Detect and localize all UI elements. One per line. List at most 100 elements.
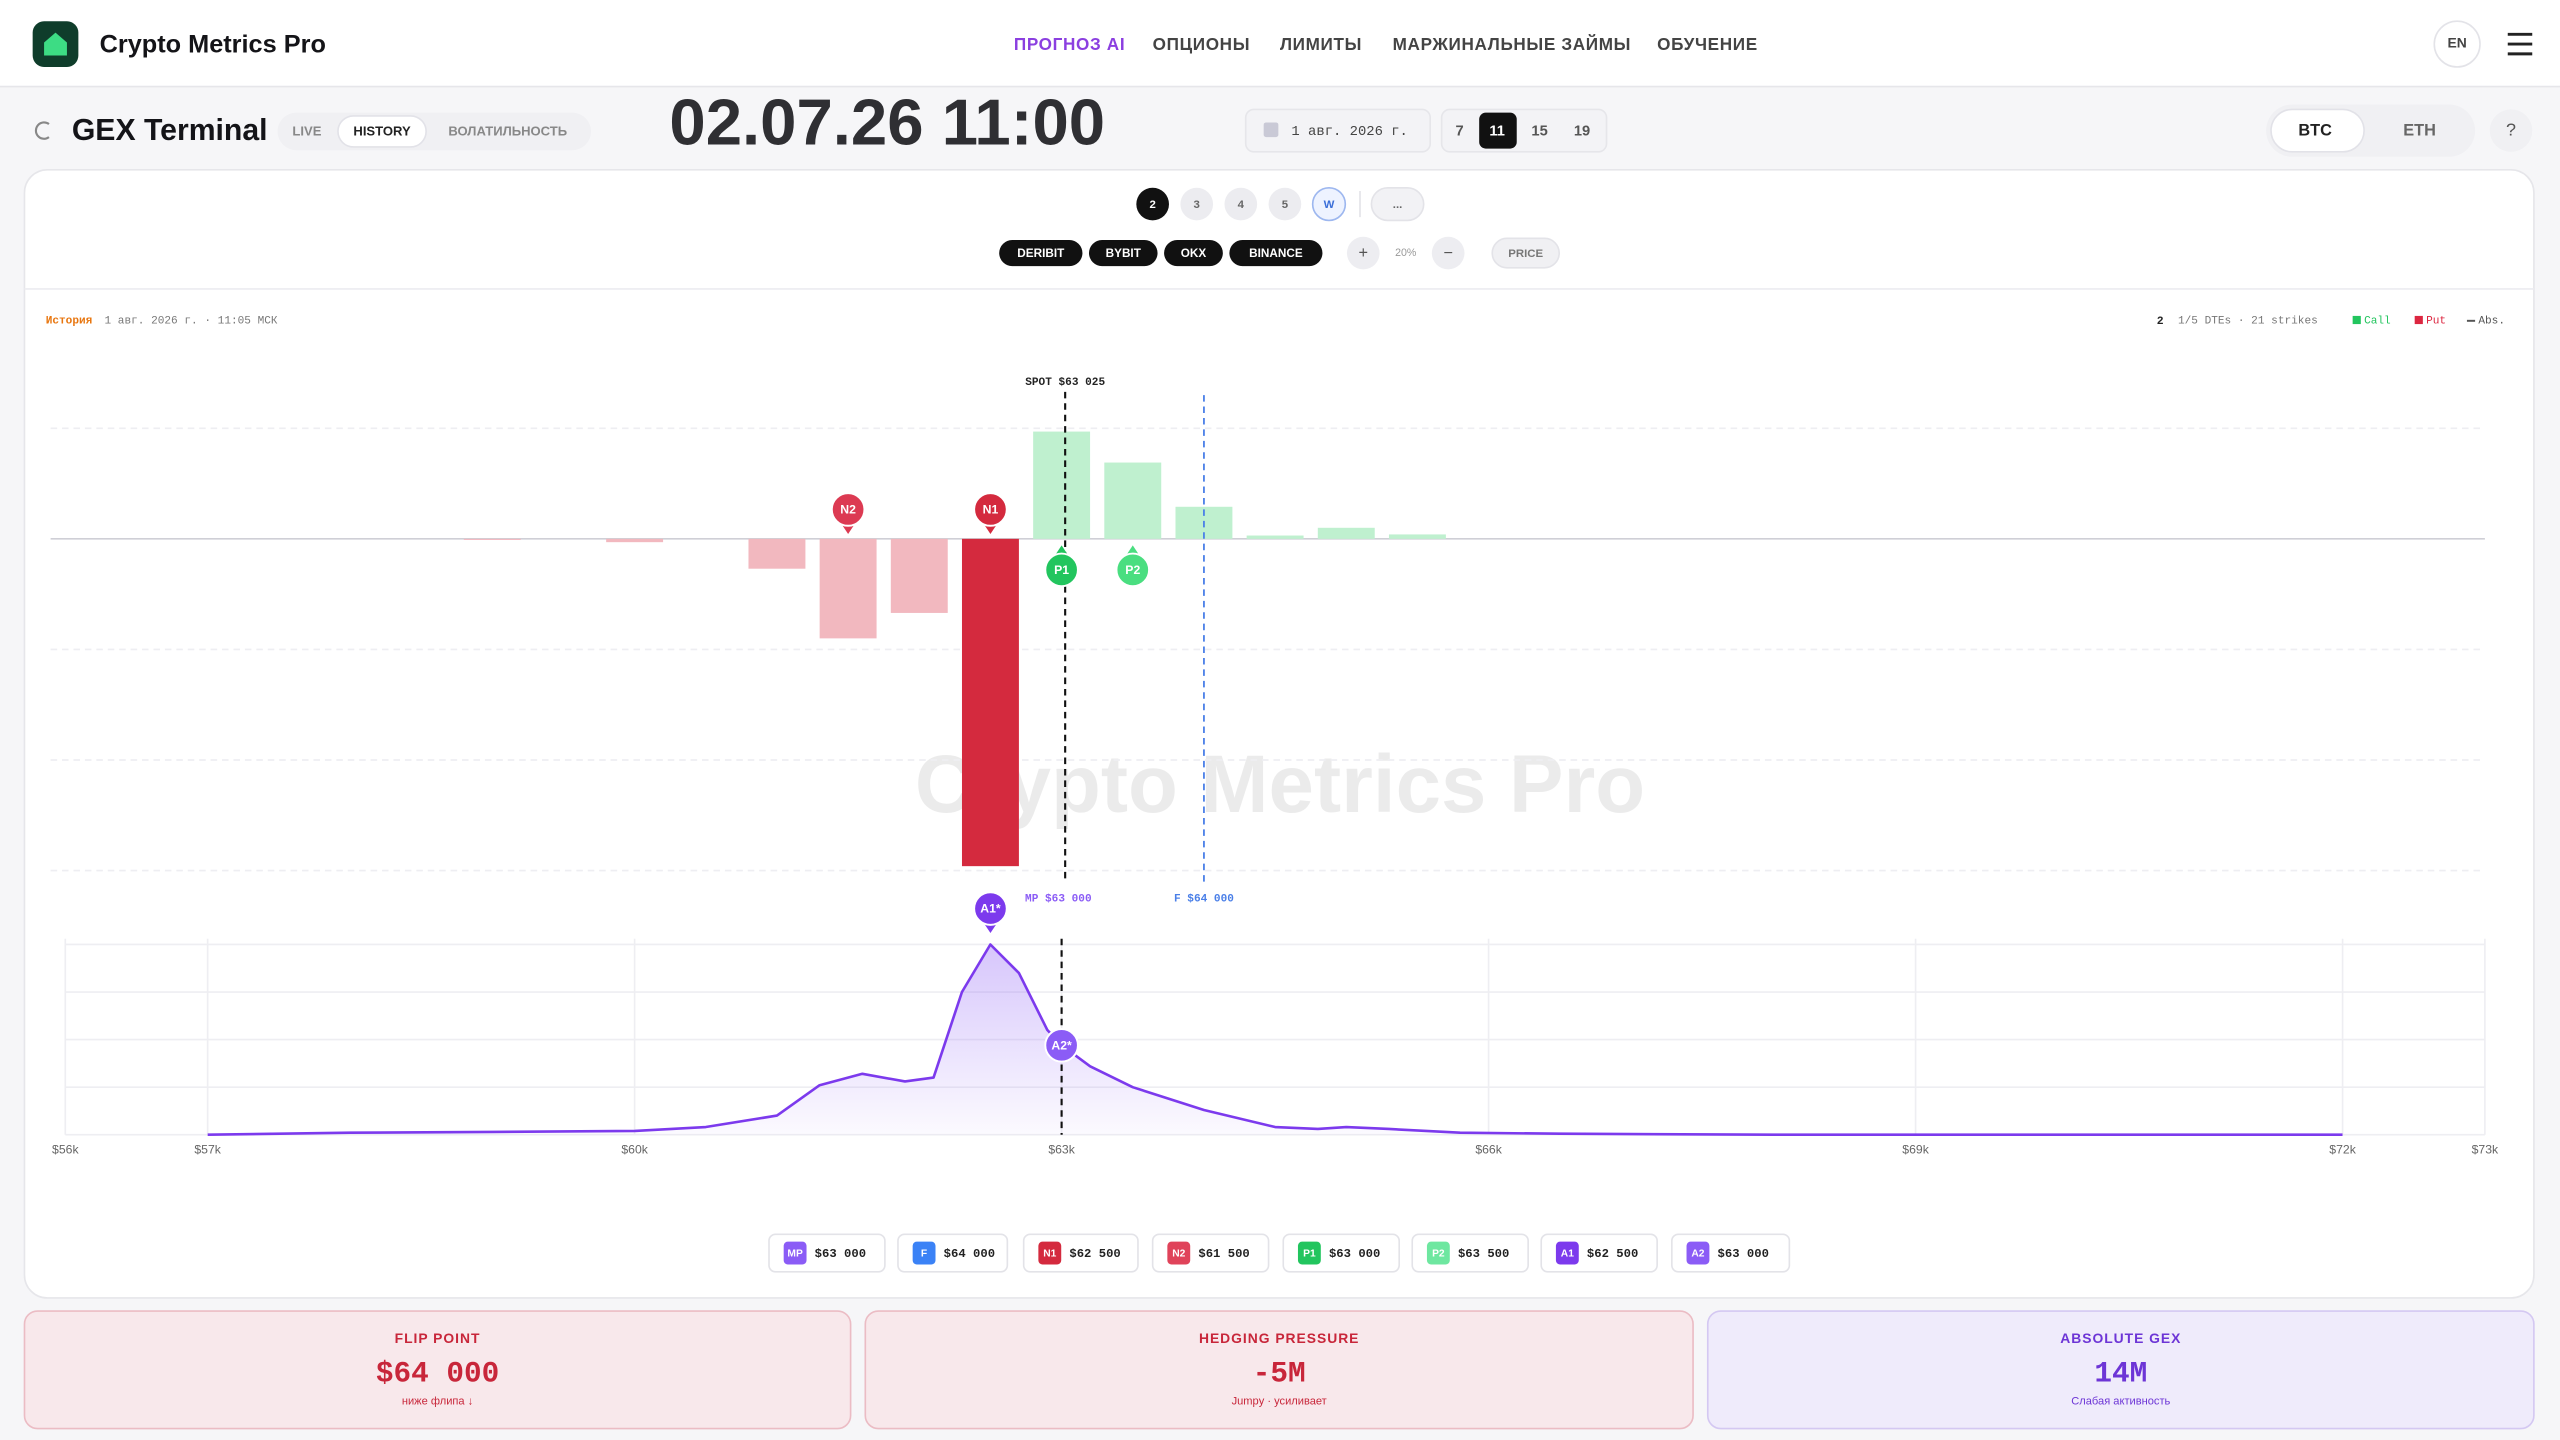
mode-tab[interactable]: ВОЛАТИЛЬНОСТЬ [448,124,567,139]
exchange-button[interactable] [999,240,1083,267]
legend-swatch [2352,315,2361,325]
nav-link[interactable]: ЛИМИТЫ [1280,34,1362,54]
stat-title: FLIP POINT [395,1330,481,1346]
level-value: $63 000 [815,1247,866,1261]
dte-button[interactable] [1268,187,1302,221]
marker-label: A1* [980,902,1001,916]
marker-head [973,492,1008,527]
x-tick-label: $66k [1475,1142,1502,1156]
price-label[interactable]: PRICE [1508,248,1543,260]
date-picker[interactable] [1244,108,1432,153]
dte-button[interactable] [1136,187,1169,221]
zoom-out[interactable] [1431,236,1465,270]
dte-button[interactable] [1370,186,1425,222]
stat-card [1706,1310,2535,1430]
brand[interactable]: Crypto Metrics Pro [100,30,326,58]
level-badge [912,1241,936,1265]
lang-label[interactable]: EN [2448,35,2467,51]
x-tick-label: $56k [52,1142,79,1156]
stat-card [864,1310,1694,1430]
zoom-out-label[interactable]: − [1443,244,1453,262]
level-marker: P1 [1044,545,1079,588]
dte-label[interactable]: 3 [1194,199,1200,211]
zoom-in-label[interactable]: + [1358,244,1368,262]
main-card [23,168,2535,1299]
legend-label: Abs. [2478,316,2505,328]
zoom-in[interactable] [1346,236,1380,270]
exchange-button[interactable] [1088,240,1158,267]
logo-mark [44,32,67,56]
date-value[interactable]: 1 авг. 2026 г. [1291,124,1407,140]
dte-label[interactable]: 2 [1149,199,1155,211]
marker-label: N1 [983,503,999,517]
level-tag: A2 [1691,1249,1704,1260]
exchange-label[interactable]: DERIBIT [1017,247,1065,260]
hour-option[interactable]: 15 [1531,123,1547,139]
help-button[interactable] [2489,109,2533,152]
price-button[interactable] [1491,237,1560,269]
nav-link[interactable]: ОБУЧЕНИЕ [1657,34,1758,54]
help-label[interactable]: ? [2506,119,2516,139]
dte-label[interactable]: W [1324,199,1335,211]
terminal-title: GEX Terminal [72,114,268,147]
exchange-label[interactable]: BYBIT [1106,247,1142,260]
nav-link[interactable]: ОПЦИОНЫ [1153,34,1250,54]
dte-button[interactable] [1224,187,1258,221]
level-value: $63 000 [1329,1247,1380,1261]
level-tag: A1 [1561,1249,1574,1260]
dte-label[interactable]: ... [1393,199,1403,211]
mode-tab[interactable]: LIVE [292,124,321,139]
stat-title: HEDGING PRESSURE [1199,1330,1359,1346]
dte-button[interactable] [1180,187,1214,221]
gex-bar [1388,534,1446,539]
asset-option[interactable]: ETH [2403,122,2436,140]
nav-link[interactable]: ПРОГНОЗ AI [1014,34,1125,54]
legend-label: Call [2364,316,2391,328]
exchange-label[interactable]: OKX [1181,247,1207,260]
level-value: $62 500 [1069,1247,1120,1261]
refresh-icon[interactable] [34,121,50,140]
gex-bar [890,538,948,613]
hour-active [1479,112,1517,149]
level-tag: MP [787,1249,803,1260]
gex-bar [463,538,521,540]
marker-label: A2* [1051,1038,1072,1052]
density-line [207,943,2343,1136]
gex-bar [1317,527,1375,539]
stat-note: Слабая активность [2071,1396,2170,1408]
lang-button[interactable] [2433,20,2481,68]
x-tick-label: $72k [2329,1142,2356,1156]
menu-icon[interactable] [2507,32,2533,56]
level-tag: N1 [1043,1249,1056,1260]
stat-note: ниже флипа ↓ [402,1396,473,1408]
x-tick-label: $63k [1048,1142,1075,1156]
mode-tab[interactable]: HISTORY [353,124,411,139]
exchange-button[interactable] [1164,240,1223,267]
dte-button[interactable] [1311,186,1347,222]
nav-link[interactable]: МАРЖИНАЛЬНЫЕ ЗАЙМЫ [1393,34,1631,54]
x-tick-label: $69k [1902,1142,1929,1156]
gex-bar [1033,431,1091,539]
level-badge [1555,1241,1579,1265]
mp-label: MP $63 000 [1025,894,1092,906]
marker-head [830,492,866,527]
x-tick-label: $60k [621,1142,648,1156]
dte-label[interactable]: 5 [1282,199,1289,211]
summary-dte: 2 [2157,315,2164,328]
stat-card [23,1310,852,1430]
gex-bar [606,538,664,543]
exchange-button[interactable] [1229,240,1323,267]
level-tag: F [921,1249,927,1260]
marker-label: P2 [1125,563,1140,577]
summary-info: 1/5 DTEs · 21 strikes [2178,316,2318,328]
exchange-label[interactable]: BINANCE [1249,247,1303,260]
hour-option[interactable]: 7 [1456,123,1464,139]
flip-label: F $64 000 [1174,894,1234,906]
asset-option[interactable]: BTC [2298,122,2332,140]
gex-bar [819,538,877,639]
header-bar [0,0,2560,87]
dte-label[interactable]: 4 [1238,199,1245,211]
hour-option[interactable]: 19 [1574,123,1590,139]
hour-option[interactable]: 11 [1489,123,1505,139]
